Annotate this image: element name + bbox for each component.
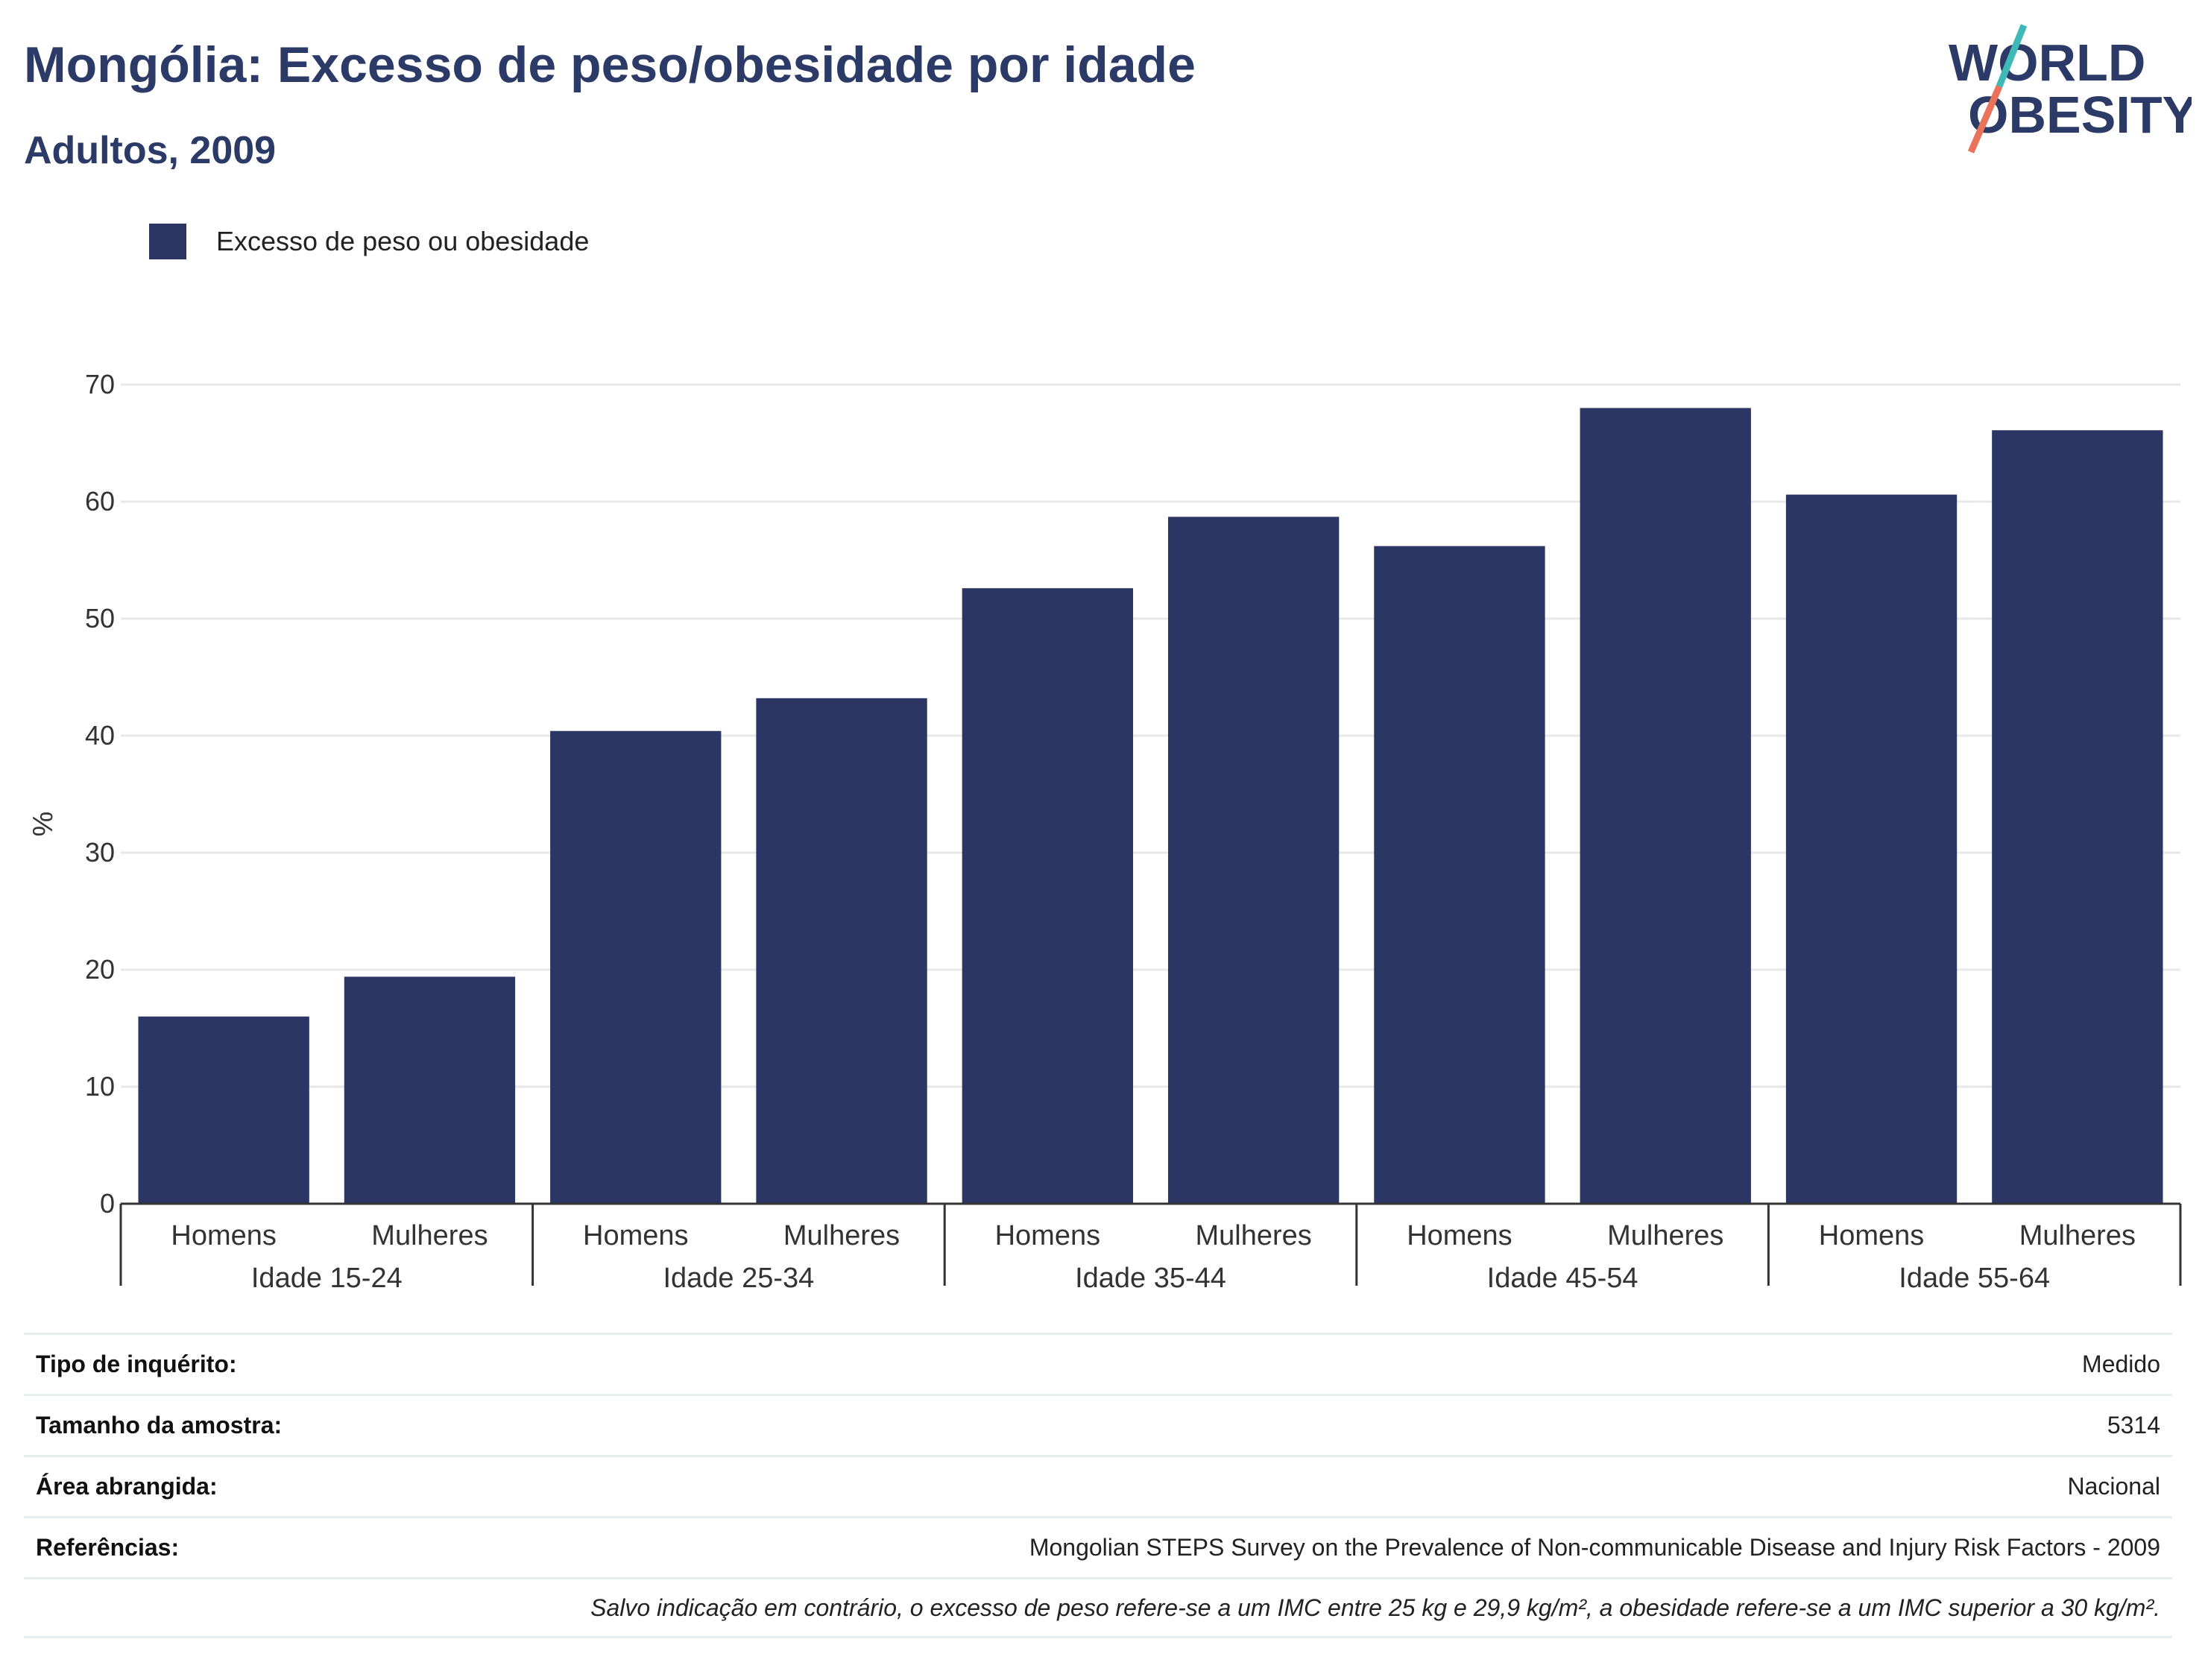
info-row-area: Área abrangida: Nacional — [24, 1455, 2172, 1516]
info-label: Referências: — [36, 1534, 180, 1561]
info-value: Nacional — [2067, 1473, 2160, 1500]
bar — [550, 730, 722, 1204]
bar — [1785, 494, 1958, 1204]
group-label: Idade 45-54 — [1487, 1263, 1638, 1294]
info-value: Mongolian STEPS Survey on the Prevalence… — [1029, 1534, 2160, 1561]
group-label: Idade 35-44 — [1075, 1263, 1226, 1294]
bar — [1167, 517, 1340, 1204]
chart-title: Mongólia: Excesso de peso/obesidade por … — [24, 37, 1196, 93]
x-tick-label: Homens — [1819, 1220, 1925, 1251]
legend-swatch — [149, 224, 186, 259]
x-tick-label: Mulheres — [2019, 1220, 2136, 1251]
info-value: Medido — [2082, 1351, 2160, 1377]
info-label: Tipo de inquérito: — [36, 1351, 237, 1377]
logo-slash-top — [1996, 24, 2028, 88]
x-tick-label: Mulheres — [1607, 1220, 1723, 1251]
y-tick-label: 20 — [85, 954, 115, 985]
bar — [138, 1016, 309, 1204]
y-tick-label: 30 — [85, 837, 115, 868]
x-tick-label: Mulheres — [371, 1220, 488, 1251]
bar — [962, 588, 1134, 1204]
info-row-references: Referências: Mongolian STEPS Survey on t… — [24, 1516, 2172, 1577]
group-label: Idade 55-64 — [1899, 1263, 2050, 1294]
world-obesity-logo: WORLD OBESITY — [1949, 24, 2192, 154]
logo-slash-bottom — [1967, 85, 2003, 154]
x-tick-label: Mulheres — [783, 1220, 900, 1251]
legend-label: Excesso de peso ou obesidade — [216, 226, 590, 256]
x-tick-label: Homens — [171, 1220, 277, 1251]
x-tick-label: Mulheres — [1196, 1220, 1312, 1251]
bar — [1374, 546, 1545, 1204]
legend: Excesso de peso ou obesidade — [149, 221, 589, 262]
group-label: Idade 15-24 — [251, 1263, 403, 1294]
info-row-sample-size: Tamanho da amostra: 5314 — [24, 1394, 2172, 1455]
y-tick-label: 10 — [85, 1071, 115, 1102]
x-tick-label: Homens — [995, 1220, 1101, 1251]
bar-chart: 0 10 20 30 40 50 60 70% Homens Mulheres Homens Mulh… — [28, 369, 2182, 1294]
y-tick-label: 70 — [85, 369, 115, 400]
footnote: Salvo indicação em contrário, o excesso … — [24, 1577, 2172, 1638]
y-axis-label: % — [28, 812, 59, 837]
x-tick-label: Homens — [1407, 1220, 1512, 1251]
group-label: Idade 25-34 — [663, 1263, 814, 1294]
info-row-survey-type: Tipo de inquérito: Medido — [24, 1333, 2172, 1394]
bar — [1992, 430, 2163, 1204]
info-value: 5314 — [2107, 1412, 2160, 1439]
chart-subtitle: Adultos, 2009 — [24, 129, 277, 172]
bar — [756, 698, 927, 1204]
logo-line1: WORLD — [1949, 34, 2145, 92]
info-label: Área abrangida: — [36, 1473, 218, 1500]
y-tick-label: 40 — [85, 720, 115, 751]
bar — [1580, 408, 1751, 1204]
y-tick-label: 50 — [85, 603, 115, 634]
survey-info-table: Tipo de inquérito: Medido Tamanho da amo… — [24, 1333, 2172, 1638]
y-tick-label: 0 — [100, 1188, 115, 1219]
footnote-text: Salvo indicação em contrário, o excesso … — [590, 1594, 2160, 1621]
y-tick-label: 60 — [85, 486, 115, 517]
bar — [344, 976, 516, 1204]
info-label: Tamanho da amostra: — [36, 1412, 283, 1439]
x-tick-label: Homens — [583, 1220, 689, 1251]
logo-line2: OBESITY — [1968, 86, 2192, 144]
